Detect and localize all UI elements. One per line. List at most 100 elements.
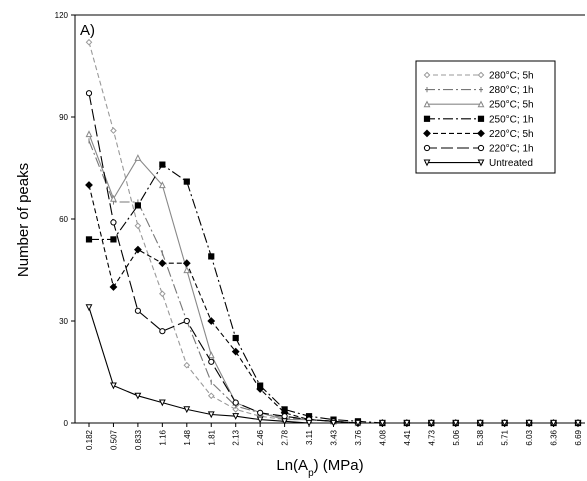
data-point (232, 399, 239, 406)
data-point (257, 409, 264, 416)
legend-box (415, 60, 556, 174)
x-tick-label: 1.81 (207, 429, 216, 445)
legend-entry: Untreated (423, 158, 533, 169)
legend-entry: 250°C; 1h (423, 114, 534, 125)
data-point (110, 194, 117, 202)
x-axis-title-sub: p (308, 468, 314, 479)
data-point (183, 361, 191, 369)
data-point (423, 100, 431, 108)
data-point (207, 317, 216, 325)
x-ticks: 0.182 0.507 0.833 1.16 1.48 1.81 2.13 2.46 2.78 3… (85, 423, 583, 450)
x-tick-label: 5.06 (452, 429, 461, 445)
x-tick-label: 4.41 (403, 429, 412, 445)
x-tick-label: 1.48 (183, 429, 192, 445)
data-point (256, 416, 264, 424)
data-point (110, 219, 117, 226)
data-point (403, 419, 411, 427)
legend-entry: 280°C; 1h (425, 85, 534, 96)
data-point (281, 413, 288, 420)
data-point (232, 413, 240, 420)
data-point (477, 71, 485, 79)
legend-label: 220°C; 1h (489, 144, 534, 155)
data-point (183, 178, 190, 185)
data-point (476, 419, 484, 427)
x-tick-label: 1.16 (158, 429, 167, 445)
data-point (182, 259, 191, 268)
x-tick-label: 5.71 (501, 429, 510, 445)
data-point (109, 283, 118, 291)
data-point (423, 159, 431, 167)
legend-label: 280°C; 5h (489, 71, 534, 82)
legend-label: 250°C; 5h (489, 100, 534, 111)
data-point (134, 222, 142, 230)
legend: 280°C; 5h 280°C; 1h 250°C; 5h 250°C; 1h 220°… (415, 60, 556, 174)
series-5 (85, 181, 582, 427)
data-point (183, 317, 190, 325)
x-tick-label: 4.08 (378, 429, 387, 445)
series-7 (85, 304, 582, 427)
data-point (159, 290, 166, 298)
data-point (232, 406, 240, 413)
y-tick-label: 30 (59, 317, 68, 326)
x-tick-label: 5.38 (476, 429, 485, 445)
data-point (231, 347, 240, 356)
data-point (208, 358, 215, 365)
legend-entry: 250°C; 5h (423, 100, 534, 111)
x-tick-label: 3.11 (305, 429, 314, 445)
x-tick-label: 6.03 (525, 429, 534, 445)
data-point (85, 38, 93, 46)
data-point (423, 144, 431, 152)
data-point (207, 392, 215, 400)
data-point (159, 328, 166, 335)
legend-label: 280°C; 1h (489, 85, 534, 96)
data-point (85, 181, 93, 189)
x-tick-label: 0.507 (109, 429, 118, 450)
legend-entry: 220°C; 5h (423, 129, 534, 140)
x-tick-label: 3.43 (330, 429, 339, 445)
x-axis-title: Ln(Ap) (MPa) (276, 457, 363, 479)
x-tick-label: 6.69 (574, 429, 583, 445)
data-point (550, 419, 557, 427)
data-point (477, 144, 485, 152)
data-point (208, 253, 215, 260)
y-tick-label: 120 (55, 11, 69, 20)
data-point (110, 127, 117, 134)
x-axis-title-main: Ln(A (276, 457, 308, 474)
x-axis-title-suffix: ) (MPa) (314, 457, 364, 474)
x-tick-label: 4.73 (427, 429, 436, 445)
data-point (525, 419, 533, 427)
data-point (477, 159, 485, 167)
x-tick-label: 6.36 (550, 429, 559, 445)
data-point (85, 130, 93, 138)
data-point (158, 259, 167, 268)
panel-label: A) (80, 22, 95, 39)
y-ticks: 0 30 60 90 120 (55, 11, 75, 428)
data-point (477, 100, 485, 108)
y-tick-label: 90 (59, 113, 68, 122)
data-point (183, 266, 191, 274)
data-point (256, 385, 265, 393)
data-point (159, 161, 166, 168)
data-point (134, 307, 141, 314)
data-point (134, 154, 142, 161)
data-point (574, 419, 582, 427)
data-point (232, 334, 239, 342)
legend-label: 250°C; 1h (489, 114, 534, 125)
data-point (158, 399, 166, 407)
data-point (354, 419, 362, 427)
x-tick-label: 2.13 (232, 429, 241, 445)
data-point (85, 304, 93, 312)
data-point (207, 351, 215, 359)
data-point (423, 115, 431, 122)
y-tick-label: 0 (64, 419, 69, 428)
x-tick-label: 2.46 (256, 429, 265, 445)
legend-label: 220°C; 5h (489, 129, 534, 140)
data-point (183, 406, 191, 414)
series-3 (85, 130, 582, 427)
data-point (423, 129, 431, 138)
data-point (133, 245, 142, 254)
data-point (85, 236, 93, 243)
y-axis-title: Number of peaks (15, 163, 32, 277)
data-point (330, 419, 337, 427)
